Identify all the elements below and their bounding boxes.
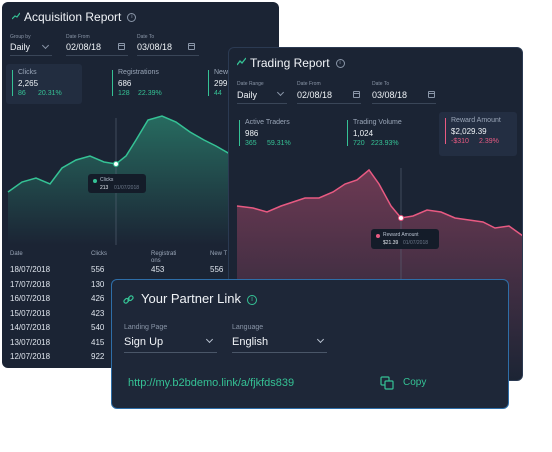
trading-title: Trading Report — [250, 56, 330, 70]
info-icon[interactable]: i — [246, 294, 257, 305]
cell-clicks: 540 — [91, 323, 105, 332]
stat-value: 986 — [245, 129, 259, 138]
landing-page-select[interactable]: Sign Up — [124, 336, 164, 348]
date-from-input[interactable]: 02/08/18 — [66, 42, 102, 52]
stat-trading-volume[interactable]: Trading Volume 1,024 720 223.93% — [341, 114, 423, 156]
partner-title: Your Partner Link — [141, 291, 241, 306]
chart-icon — [237, 57, 246, 66]
stat-value: $2,029.39 — [451, 127, 487, 136]
col-clicks[interactable]: Clicks — [91, 251, 107, 257]
stat-change-abs: 128 — [118, 90, 130, 97]
stat-registrations[interactable]: Registrations 686 128 22.39% — [106, 64, 186, 104]
calendar-icon[interactable] — [118, 43, 125, 50]
copy-label: Copy — [403, 377, 427, 388]
chevron-down-icon[interactable] — [205, 335, 214, 344]
language-select[interactable]: English — [232, 336, 269, 348]
stat-label: Active Traders — [245, 119, 290, 126]
date-from-label: Date From — [297, 81, 321, 87]
reward-line — [236, 168, 522, 237]
chart-point — [398, 215, 404, 221]
stat-change-abs: 365 — [245, 140, 257, 147]
chart-icon — [12, 12, 20, 20]
tooltip-label: Clicks — [100, 177, 114, 183]
stat-reward-amount[interactable]: Reward Amount $2,029.39 -$310 2.39% — [439, 112, 517, 156]
group-by-select[interactable]: Daily — [10, 42, 31, 52]
info-icon[interactable]: i — [127, 13, 137, 23]
cell-clicks: 423 — [91, 309, 105, 318]
stat-label: Trading Volume — [353, 119, 402, 126]
stat-label: Registrations — [118, 69, 159, 76]
chevron-down-icon[interactable] — [316, 335, 325, 344]
cell-date: 15/07/2018 — [10, 309, 51, 318]
cell-new: 556 — [210, 265, 224, 274]
cell-clicks: 426 — [91, 294, 105, 303]
calendar-icon[interactable] — [428, 91, 435, 98]
cell-date: 18/07/2018 — [10, 265, 51, 274]
stat-new[interactable]: New 299 44 — [202, 64, 242, 104]
date-from-label: Date From — [66, 34, 90, 40]
clicks-line — [7, 115, 279, 193]
stat-change-abs: 720 — [353, 140, 365, 147]
stat-change-pct: 22.39% — [138, 90, 162, 97]
calendar-icon[interactable] — [353, 91, 360, 98]
stat-change-pct: 59.31% — [267, 140, 291, 147]
col-date[interactable]: Date — [10, 251, 23, 257]
acquisition-title: Acquisition Report — [24, 10, 122, 24]
stat-value: 2,265 — [18, 79, 39, 88]
info-icon[interactable]: i — [335, 59, 345, 69]
landing-page-label: Landing Page — [124, 324, 168, 331]
date-to-label: Date To — [372, 81, 390, 87]
cell-date: 12/07/2018 — [10, 352, 51, 361]
cell-registrations: 453 — [151, 265, 165, 274]
tooltip-value: $21.39 — [383, 240, 399, 246]
col-registrations[interactable]: Registrati ons — [151, 251, 177, 264]
copy-button[interactable]: Copy — [380, 375, 440, 391]
stat-value: 686 — [118, 79, 132, 88]
stat-change-pct: 223.93% — [371, 140, 399, 147]
chart-point — [113, 161, 119, 167]
partner-link-panel: Your Partner Link i Landing Page Sign Up … — [111, 279, 509, 409]
stat-change-pct: 20.31% — [38, 90, 62, 97]
cell-date: 14/07/2018 — [10, 323, 51, 332]
date-range-select[interactable]: Daily — [237, 90, 258, 100]
link-icon — [123, 295, 134, 304]
date-to-input[interactable]: 03/08/18 — [137, 42, 173, 52]
cell-clicks: 922 — [91, 352, 105, 361]
stat-clicks[interactable]: Clicks 2,265 86 20.31% — [6, 64, 82, 104]
stat-change-pct: 2.39% — [479, 138, 499, 145]
tooltip-date: 01/07/2018 — [403, 240, 429, 246]
stat-label: New — [214, 69, 229, 76]
chevron-down-icon[interactable] — [276, 88, 285, 97]
language-label: Language — [232, 324, 264, 331]
stat-active-traders[interactable]: Active Traders 986 365 59.31% — [233, 114, 315, 156]
date-range-label: Date Range — [237, 81, 264, 87]
date-to-input[interactable]: 03/08/18 — [372, 90, 408, 100]
trading-tooltip: Reward Amount $21.39 01/07/2018 — [371, 229, 439, 249]
stat-change-abs: 86 — [18, 90, 26, 97]
calendar-icon[interactable] — [188, 43, 195, 50]
stat-label: Clicks — [18, 69, 37, 76]
date-to-label: Date To — [137, 34, 155, 40]
stat-value: 299 — [214, 79, 228, 88]
group-by-label: Group by — [10, 34, 31, 40]
tooltip-value: 213 — [100, 185, 109, 191]
chevron-down-icon[interactable] — [41, 41, 50, 50]
col-new[interactable]: New T — [210, 251, 228, 257]
date-from-input[interactable]: 02/08/18 — [297, 90, 333, 100]
cell-clicks: 556 — [91, 265, 105, 274]
stat-label: Reward Amount — [451, 117, 501, 124]
copy-icon — [380, 376, 394, 390]
stat-value: 1,024 — [353, 129, 374, 138]
cell-date: 13/07/2018 — [10, 338, 51, 347]
cell-clicks: 415 — [91, 338, 105, 347]
stat-change-abs: 44 — [214, 90, 222, 97]
cell-date: 17/07/2018 — [10, 280, 51, 289]
tooltip-date: 01/07/2018 — [114, 185, 140, 191]
stat-change-abs: -$310 — [451, 138, 469, 145]
tooltip-label: Reward Amount — [383, 232, 419, 238]
partner-link-url[interactable]: http://my.b2bdemo.link/a/fjkfds839 — [128, 377, 295, 389]
acquisition-tooltip: Clicks 213 01/07/2018 — [88, 174, 146, 193]
cell-date: 16/07/2018 — [10, 294, 51, 303]
cell-clicks: 130 — [91, 280, 105, 289]
